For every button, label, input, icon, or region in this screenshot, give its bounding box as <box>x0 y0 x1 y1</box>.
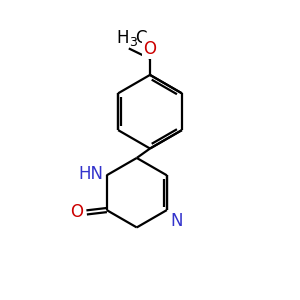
Text: C: C <box>135 29 147 47</box>
Text: O: O <box>70 203 83 221</box>
Text: O: O <box>70 203 83 221</box>
Text: O: O <box>143 40 157 58</box>
Text: HN: HN <box>79 165 104 183</box>
Text: HN: HN <box>79 165 104 183</box>
Text: O: O <box>143 40 157 58</box>
Text: 3: 3 <box>129 36 137 49</box>
Text: N: N <box>170 212 183 230</box>
Text: H: H <box>116 29 129 47</box>
Text: N: N <box>170 212 183 230</box>
